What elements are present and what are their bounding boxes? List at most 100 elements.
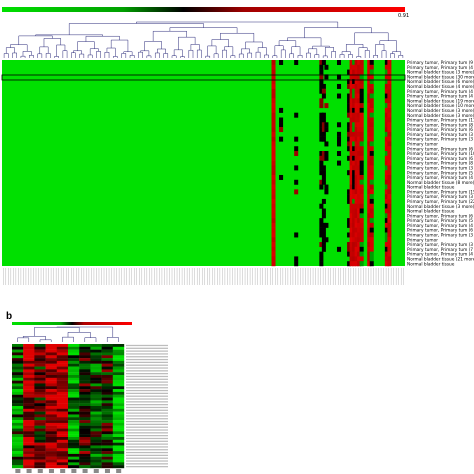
heatmap-cell [23, 403, 35, 407]
heatmap-cell [271, 117, 276, 123]
heatmap-cell [384, 179, 389, 185]
row-label [126, 406, 168, 409]
dendrogram-link [154, 52, 160, 58]
row-label [126, 356, 168, 358]
dendrogram-link [146, 55, 152, 58]
heatmap-cell [384, 93, 389, 99]
dendrogram-link [39, 339, 52, 342]
dendrogram-link [79, 53, 85, 58]
heatmap-cell [112, 377, 125, 381]
row-label: Normal bladder tissue (3 more) [407, 204, 474, 210]
heatmap-cell [23, 358, 35, 362]
row-label: Primary tumor, Primary tum (8 m [407, 161, 474, 167]
heatmap-cell [12, 439, 24, 443]
heatmap-cell [367, 170, 372, 176]
heatmap-cell [357, 103, 362, 109]
heatmap-cell [68, 425, 80, 429]
heatmap-cell [369, 242, 374, 248]
heatmap-cell [90, 358, 102, 362]
heatmap-cell [321, 136, 326, 142]
heatmap-cell [349, 222, 354, 228]
heatmap-cell [101, 377, 113, 381]
heatmap-cell [101, 465, 113, 469]
dendrogram-link [339, 54, 345, 58]
heatmap-cell [112, 434, 125, 438]
heatmap-cell [45, 420, 57, 424]
heatmap-cell [319, 117, 324, 123]
row-label: Primary tumor, Primary tum (4 m [407, 175, 474, 181]
heatmap-cell [354, 74, 359, 80]
heatmap-cell [384, 136, 389, 142]
heatmap-cell [384, 213, 389, 219]
heatmap-cell [384, 64, 389, 70]
heatmap-cell [387, 146, 392, 152]
dendrogram-link [274, 45, 284, 56]
heatmap-cell [319, 251, 324, 257]
heatmap-cell [319, 60, 324, 65]
heatmap-cell [45, 411, 57, 415]
heatmap-cell [347, 122, 352, 128]
heatmap-cell [319, 79, 324, 85]
heatmap-cell [45, 349, 57, 353]
heatmap-cell [352, 174, 357, 180]
heatmap-cell [352, 83, 357, 89]
heatmap-cell [79, 448, 91, 452]
heatmap-cell [101, 352, 113, 356]
heatmap-cell [12, 377, 24, 381]
dendrogram-link [104, 52, 110, 58]
heatmap-cell [294, 112, 299, 118]
heatmap-cell [112, 453, 125, 457]
heatmap-cell [34, 456, 46, 460]
row-label [126, 426, 168, 428]
heatmap-cell [271, 127, 276, 133]
heatmap-cell [321, 165, 326, 171]
heatmap-cell [367, 141, 372, 147]
heatmap-cell [23, 411, 35, 415]
heatmap-cell [23, 349, 35, 353]
dendrogram-link [272, 55, 278, 58]
heatmap-cell [112, 363, 125, 367]
heatmap-cell [12, 408, 24, 412]
heatmap-cell [294, 60, 299, 65]
heatmap-cell [294, 189, 299, 195]
heatmap-cell [349, 218, 354, 224]
heatmap-cell [367, 98, 372, 104]
heatmap-cell [367, 213, 372, 219]
heatmap-cell [79, 366, 91, 370]
heatmap-cell [357, 165, 362, 171]
heatmap-cell [68, 411, 80, 415]
heatmap-cell [90, 437, 102, 441]
heatmap-cell [319, 103, 324, 109]
heatmap-cell [369, 203, 374, 209]
heatmap-cell [12, 344, 24, 348]
heatmap-cell [12, 403, 24, 407]
heatmap-cell [369, 189, 374, 195]
dendrogram-link [39, 46, 49, 54]
column-tick-label [82, 469, 88, 473]
heatmap-cell [354, 170, 359, 176]
heatmap-cell [367, 107, 372, 113]
heatmap-cell [68, 344, 80, 348]
heatmap-cell [271, 93, 276, 99]
heatmap-cell [101, 349, 113, 353]
heatmap-cell [357, 88, 362, 94]
heatmap-cell [90, 349, 102, 353]
heatmap-cell [12, 420, 24, 424]
heatmap-cell [68, 369, 80, 373]
heatmap-cell [12, 394, 24, 398]
heatmap-cell [271, 189, 276, 195]
heatmap-cell [319, 122, 324, 128]
heatmap-cell [324, 189, 329, 195]
heatmap-cell [354, 218, 359, 224]
heatmap-cell [90, 394, 102, 398]
heatmap-cell [90, 425, 102, 429]
heatmap-cell [294, 261, 299, 267]
column-dendrogram-a [3, 21, 404, 58]
row-label [126, 466, 168, 468]
dendrogram-link [110, 39, 129, 52]
dendrogram-link [136, 21, 339, 28]
row-label: Primary tumor, Primary tum (7 m [407, 247, 474, 253]
heatmap-cell [68, 383, 80, 387]
heatmap-cell [34, 349, 46, 353]
heatmap-cell [79, 391, 91, 395]
